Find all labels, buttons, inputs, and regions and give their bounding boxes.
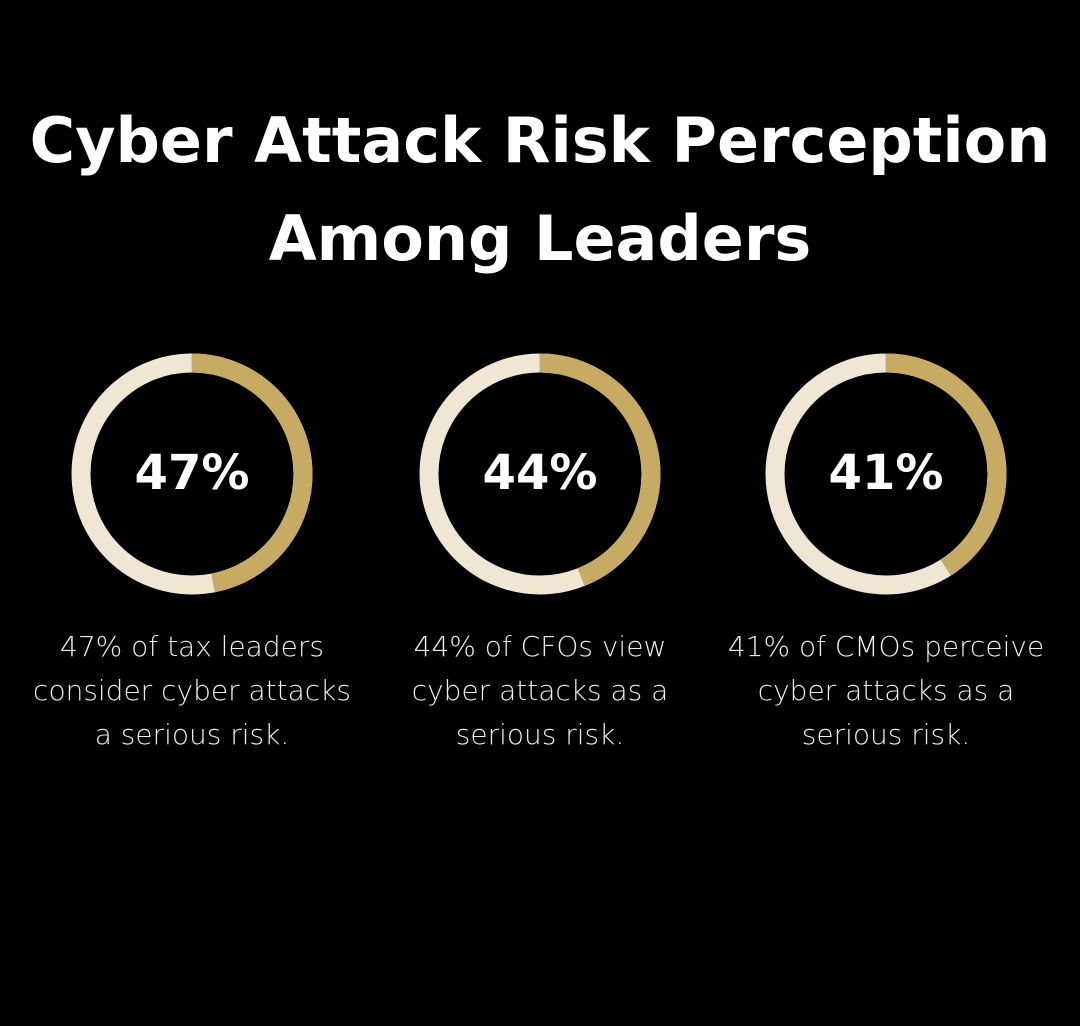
caption: 41% of CMOs perceive cyber attacks as a … [727,630,1045,751]
donut-arc [419,353,661,595]
title: Cyber Attack Risk Perception Among Leade… [29,104,1051,275]
caption: 44% of CFOs view cyber attacks as a seri… [411,630,669,751]
donut-value-label: 47% [135,445,250,501]
caption: 47% of tax leaders consider cyber attack… [33,630,351,751]
donut-value-label: 44% [483,445,598,501]
donut-arc [765,353,1007,595]
donut-value-label: 41% [829,445,944,501]
donut-arc [71,353,313,595]
